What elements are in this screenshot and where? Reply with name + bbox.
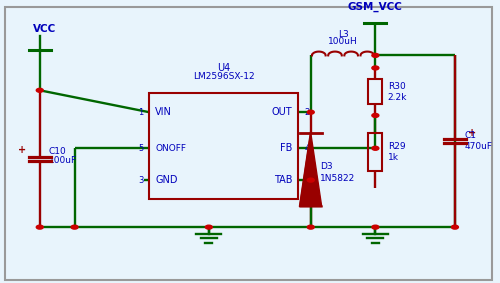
Text: GSM_VCC: GSM_VCC bbox=[348, 2, 403, 12]
Text: 1: 1 bbox=[138, 108, 143, 117]
Bar bbox=[149, 93, 298, 199]
Circle shape bbox=[308, 178, 314, 182]
Text: 100uF: 100uF bbox=[48, 156, 77, 165]
Text: L3: L3 bbox=[338, 30, 348, 39]
Circle shape bbox=[372, 146, 379, 150]
Circle shape bbox=[36, 88, 44, 92]
Text: +: + bbox=[18, 145, 26, 155]
Circle shape bbox=[308, 225, 314, 229]
Text: 1k: 1k bbox=[388, 153, 399, 162]
Text: 100uH: 100uH bbox=[328, 37, 358, 46]
Circle shape bbox=[452, 225, 458, 229]
Text: +: + bbox=[468, 128, 476, 138]
Text: 3: 3 bbox=[138, 176, 143, 185]
Text: FB: FB bbox=[280, 143, 292, 153]
Text: LM2596SX-12: LM2596SX-12 bbox=[193, 72, 254, 81]
Text: U4: U4 bbox=[217, 63, 230, 73]
Circle shape bbox=[308, 110, 314, 114]
Text: OUT: OUT bbox=[272, 107, 292, 117]
Text: D3: D3 bbox=[320, 162, 332, 171]
Circle shape bbox=[36, 225, 44, 229]
Text: C10: C10 bbox=[48, 147, 66, 156]
Text: ONOFF: ONOFF bbox=[155, 144, 186, 153]
Text: R30: R30 bbox=[388, 82, 406, 91]
Text: VCC: VCC bbox=[33, 24, 56, 35]
Bar bbox=[368, 79, 382, 104]
Text: VIN: VIN bbox=[155, 107, 172, 117]
Polygon shape bbox=[300, 133, 322, 207]
Circle shape bbox=[71, 225, 78, 229]
Text: 4: 4 bbox=[304, 144, 310, 153]
Text: R29: R29 bbox=[388, 142, 406, 151]
Circle shape bbox=[372, 66, 379, 70]
Text: 1N5822: 1N5822 bbox=[320, 173, 355, 183]
Text: 470uF: 470uF bbox=[465, 142, 493, 151]
Circle shape bbox=[372, 53, 379, 57]
Bar bbox=[368, 133, 382, 171]
Text: 5: 5 bbox=[138, 144, 143, 153]
Text: 2: 2 bbox=[304, 108, 310, 117]
Text: TAB: TAB bbox=[274, 175, 292, 185]
Text: 2.2k: 2.2k bbox=[388, 93, 407, 102]
Circle shape bbox=[372, 225, 379, 229]
Text: 6: 6 bbox=[304, 176, 310, 185]
Circle shape bbox=[372, 113, 379, 117]
Text: C1: C1 bbox=[465, 131, 477, 140]
Circle shape bbox=[206, 225, 212, 229]
Text: GND: GND bbox=[155, 175, 178, 185]
